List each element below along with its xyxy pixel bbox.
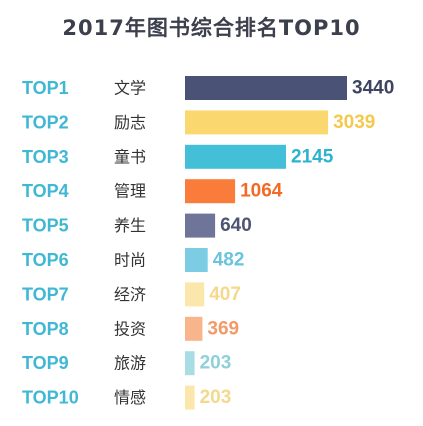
value-label: 407 bbox=[209, 284, 241, 305]
bar bbox=[185, 76, 347, 100]
bar bbox=[185, 213, 216, 238]
rank-label: TOP4 bbox=[22, 181, 69, 201]
category-label: 投资 bbox=[114, 319, 146, 338]
category-label: 童书 bbox=[114, 147, 146, 166]
value-label: 203 bbox=[200, 387, 232, 408]
value-label: 203 bbox=[200, 353, 232, 374]
rank-label: TOP2 bbox=[22, 112, 69, 132]
value-label: 3039 bbox=[333, 112, 375, 133]
category-label: 旅游 bbox=[114, 354, 146, 373]
chart-title: 2017年图书综合排名TOP10 bbox=[62, 16, 361, 40]
value-label: 482 bbox=[213, 250, 245, 271]
category-label: 时尚 bbox=[114, 251, 146, 270]
value-label: 2145 bbox=[291, 146, 334, 167]
rank-label: TOP5 bbox=[22, 216, 69, 236]
rank-label: TOP3 bbox=[22, 147, 69, 167]
category-label: 励志 bbox=[114, 113, 146, 132]
value-label: 640 bbox=[220, 215, 252, 236]
category-label: 经济 bbox=[114, 285, 146, 304]
bar bbox=[185, 385, 195, 410]
bar bbox=[185, 316, 203, 341]
bar bbox=[185, 110, 329, 135]
rank-label: TOP1 bbox=[22, 78, 69, 98]
value-label: 369 bbox=[207, 318, 239, 339]
bar bbox=[185, 179, 236, 204]
rank-label: TOP7 bbox=[22, 284, 69, 304]
rank-label: TOP9 bbox=[22, 353, 69, 373]
value-label: 1064 bbox=[240, 181, 283, 202]
bar bbox=[185, 351, 195, 376]
rank-label: TOP6 bbox=[22, 250, 69, 270]
category-label: 管理 bbox=[114, 182, 146, 201]
chart-marks: TOP1 文学 3440 TOP2 励志 3039 TOP3 童书 2145 TOP4 管理 1064… bbox=[22, 76, 394, 410]
rank-label: TOP8 bbox=[22, 319, 69, 339]
category-label: 养生 bbox=[114, 216, 146, 235]
bar bbox=[185, 248, 208, 272]
category-label: 文学 bbox=[114, 79, 146, 98]
bar bbox=[185, 282, 205, 307]
rank-label: TOP10 bbox=[22, 388, 79, 408]
value-label: 3440 bbox=[352, 78, 394, 99]
category-label: 情感 bbox=[114, 388, 146, 407]
bar bbox=[185, 144, 286, 169]
